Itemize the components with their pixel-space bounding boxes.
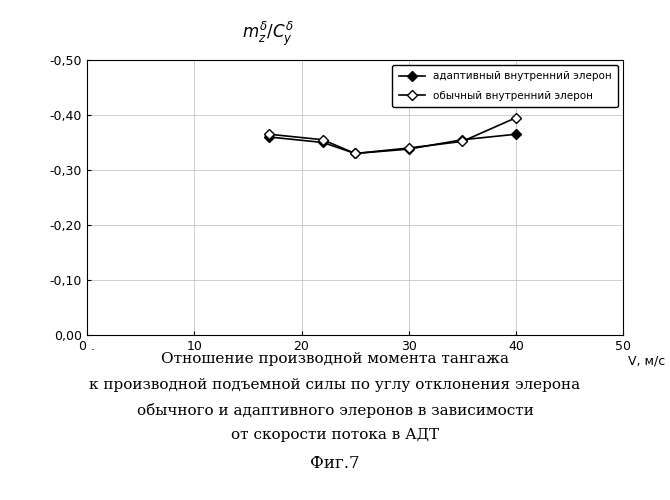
Text: от скорости потока в АДТ: от скорости потока в АДТ bbox=[231, 428, 439, 442]
Legend: адаптивный внутренний элерон, обычный внутренний элерон: адаптивный внутренний элерон, обычный вн… bbox=[392, 65, 618, 107]
Line: обычный внутренний элерон: обычный внутренний элерон bbox=[266, 114, 519, 157]
адаптивный внутренний элерон bbox=[405, 146, 413, 152]
обычный внутренний элерон bbox=[319, 136, 327, 143]
Line: адаптивный внутренний элерон: адаптивный внутренний элерон bbox=[266, 131, 519, 157]
обычный внутренний элерон bbox=[351, 150, 359, 156]
адаптивный внутренний элерон bbox=[458, 136, 466, 143]
Text: Фиг.7: Фиг.7 bbox=[310, 455, 360, 472]
обычный внутренний элерон bbox=[265, 131, 273, 137]
адаптивный внутренний элерон bbox=[319, 140, 327, 145]
адаптивный внутренний элерон bbox=[265, 134, 273, 140]
Text: $m_z^\delta/C_y^\delta$: $m_z^\delta/C_y^\delta$ bbox=[242, 19, 294, 48]
адаптивный внутренний элерон bbox=[512, 131, 520, 137]
обычный внутренний элерон bbox=[405, 145, 413, 151]
Text: Отношение производной момента тангажа: Отношение производной момента тангажа bbox=[161, 352, 509, 366]
адаптивный внутренний элерон bbox=[351, 150, 359, 156]
Text: к производной подъемной силы по углу отклонения элерона: к производной подъемной силы по углу отк… bbox=[89, 378, 581, 392]
Text: V, м/с: V, м/с bbox=[628, 354, 666, 367]
Text: обычного и адаптивного элеронов в зависимости: обычного и адаптивного элеронов в зависи… bbox=[137, 402, 533, 417]
обычный внутренний элерон bbox=[512, 114, 520, 120]
обычный внутренний элерон bbox=[458, 138, 466, 144]
